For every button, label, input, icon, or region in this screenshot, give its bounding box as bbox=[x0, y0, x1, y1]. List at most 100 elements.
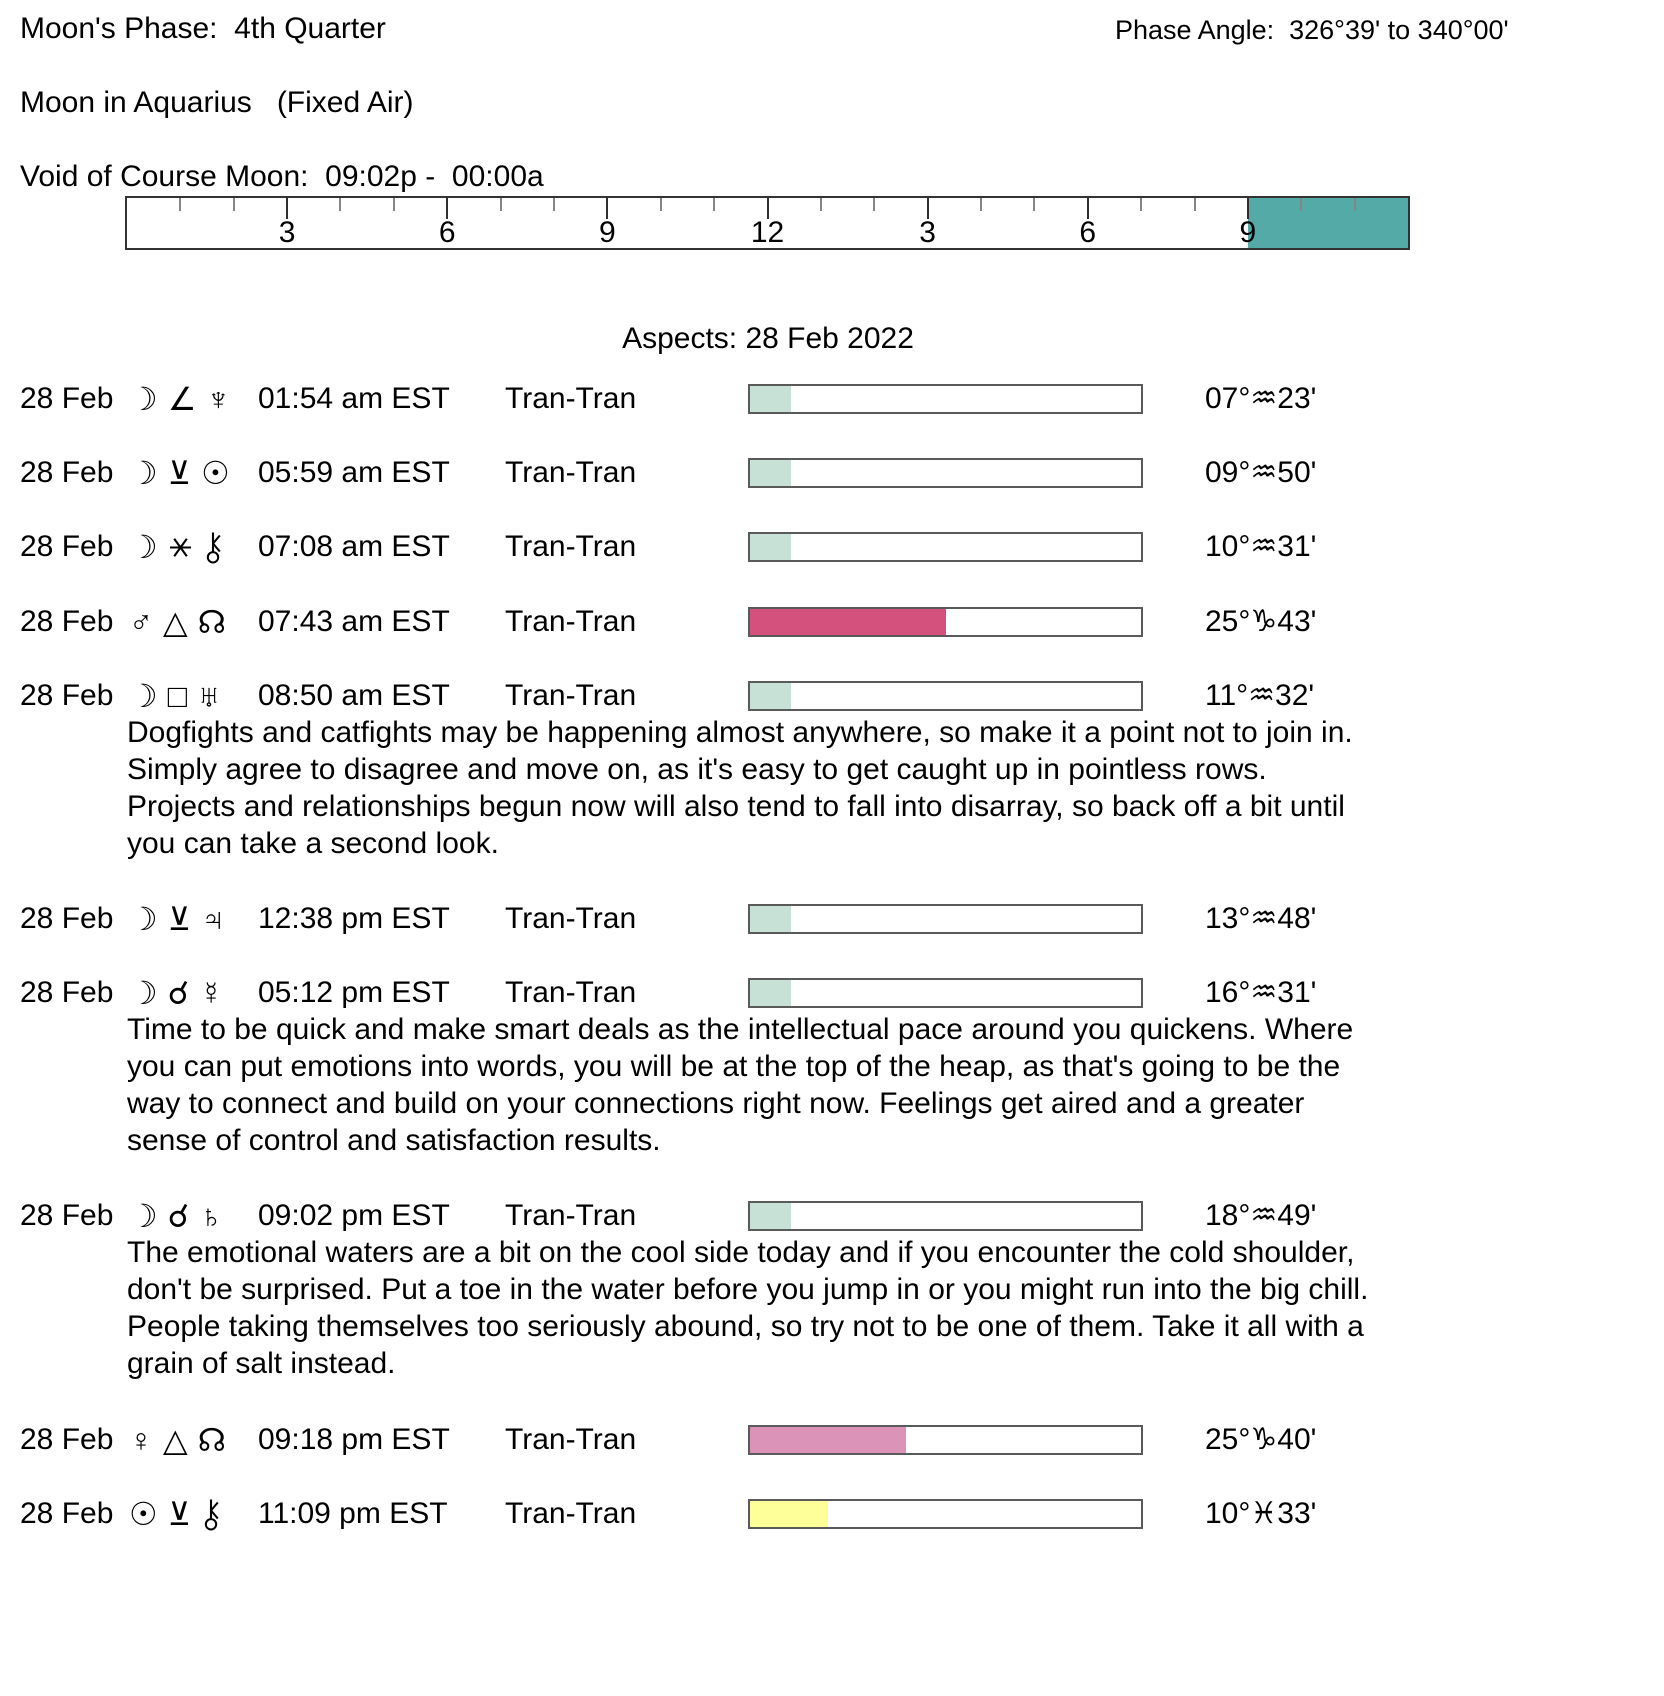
aspect-glyphs: ♂ △ ☊ bbox=[129, 600, 226, 644]
aspect-date: 28 Feb bbox=[20, 902, 114, 935]
phase-angle-line: Phase Angle: 326°39' to 340°00' bbox=[1115, 15, 1509, 45]
aspect-note-line: you can put emotions into words, you wil… bbox=[127, 1050, 1341, 1083]
aspects-title: Aspects: 28 Feb 2022 bbox=[622, 322, 914, 355]
aspect-type: Tran-Tran bbox=[505, 1199, 637, 1232]
ruler-tick-minor bbox=[659, 198, 662, 211]
aspect-position: 10°♓33' bbox=[1205, 1497, 1317, 1530]
aspect-time: 07:43 am EST bbox=[258, 605, 450, 638]
aspect-type: Tran-Tran bbox=[505, 902, 637, 935]
aspect-time: 01:54 am EST bbox=[258, 382, 450, 415]
aspect-time: 11:09 pm EST bbox=[258, 1497, 448, 1530]
orb-bar bbox=[748, 681, 1143, 711]
orb-bar bbox=[748, 1201, 1143, 1231]
ruler-tick-minor bbox=[713, 198, 716, 211]
ruler-hour-label: 12 bbox=[750, 216, 785, 249]
aspect-time: 09:02 pm EST bbox=[258, 1199, 450, 1232]
aspect-note-line: you can take a second look. bbox=[127, 827, 499, 860]
aspect-position: 18°♒49' bbox=[1205, 1199, 1317, 1232]
aspect-time: 05:12 pm EST bbox=[258, 976, 450, 1009]
moon-sign-line: Moon in Aquarius (Fixed Air) bbox=[20, 86, 414, 119]
orb-bar bbox=[748, 1499, 1143, 1529]
aspect-row: 28 Feb ♀ △ ☊ 09:18 pm EST Tran-Tran 25°♑40' bbox=[0, 1418, 1664, 1462]
orb-bar bbox=[748, 384, 1143, 414]
ruler-hour-label: 6 bbox=[438, 216, 456, 249]
orb-bar-fill bbox=[750, 683, 792, 709]
aspect-date: 28 Feb bbox=[20, 382, 114, 415]
trine-glyph: △ bbox=[163, 1422, 188, 1458]
aspect-date: 28 Feb bbox=[20, 605, 114, 638]
ruler-hour-label: 6 bbox=[1079, 216, 1097, 249]
moon-glyph: ☽ bbox=[129, 678, 158, 714]
orb-bar bbox=[748, 904, 1143, 934]
aspect-time: 12:38 pm EST bbox=[258, 902, 450, 935]
aspect-glyphs: ☉ ⊻ bbox=[129, 1492, 221, 1536]
semisextile-glyph: ⊻ bbox=[167, 1496, 192, 1532]
aspect-glyphs: ☽ bbox=[129, 525, 223, 569]
orb-bar-fill bbox=[750, 980, 792, 1006]
aspect-time: 05:59 am EST bbox=[258, 456, 450, 489]
ruler-tick-minor bbox=[1300, 198, 1303, 211]
moon-phase-line: Moon's Phase: 4th Quarter bbox=[20, 12, 386, 45]
ruler-hour-label: 9 bbox=[599, 216, 616, 249]
mars-glyph: ♂ bbox=[129, 604, 153, 640]
aspect-position: 10°♒31' bbox=[1205, 530, 1317, 563]
ruler-tick-minor bbox=[1353, 198, 1356, 211]
ruler-tick-minor bbox=[392, 198, 395, 211]
sextile-glyph bbox=[169, 537, 191, 557]
aspect-position: 13°♒48' bbox=[1205, 902, 1317, 935]
aspect-date: 28 Feb bbox=[20, 679, 114, 712]
void-of-course-line: Void of Course Moon: 09:02p - 00:00a bbox=[20, 160, 544, 193]
semisextile-glyph: ⊻ bbox=[167, 455, 192, 491]
ruler-tick-major bbox=[606, 198, 609, 219]
orb-bar-fill bbox=[750, 386, 792, 412]
aspect-note-line: Simply agree to disagree and move on, as… bbox=[127, 753, 1267, 786]
node-glyph: ☊ bbox=[197, 1422, 227, 1458]
aspect-date: 28 Feb bbox=[20, 976, 114, 1009]
aspect-note: Dogfights and catfights may be happening… bbox=[127, 714, 1527, 862]
aspect-row: 28 Feb ☽ □ ♅ 08:50 am EST Tran-Tran 11°♒32' bbox=[0, 674, 1664, 718]
ruler-tick-major bbox=[926, 198, 929, 219]
venus-glyph: ♀ bbox=[129, 1422, 153, 1458]
ruler-tick-major bbox=[1246, 198, 1249, 219]
aspect-date: 28 Feb bbox=[20, 1199, 114, 1232]
ruler-tick-minor bbox=[819, 198, 822, 211]
aspect-glyphs: ☽ ⊻ ☉ bbox=[129, 451, 230, 495]
aspect-note-line: Dogfights and catfights may be happening… bbox=[127, 716, 1353, 749]
saturn-glyph: ♄ bbox=[199, 1198, 224, 1234]
ruler-hour-label: 3 bbox=[278, 216, 296, 249]
aspect-row: 28 Feb ☽ ☌ ♄ 09:02 pm EST Tran-Tran 18°♒49' bbox=[0, 1194, 1664, 1238]
chiron-glyph bbox=[204, 1499, 219, 1530]
aspect-note-line: The emotional waters are a bit on the co… bbox=[127, 1236, 1355, 1269]
orb-bar-fill bbox=[750, 906, 792, 932]
aspect-type: Tran-Tran bbox=[505, 530, 637, 563]
uranus-glyph: ♅ bbox=[197, 678, 222, 714]
ruler-tick-major bbox=[446, 198, 449, 219]
node-glyph: ☊ bbox=[197, 604, 227, 640]
aspect-glyphs: ☽ ☌ ☿ bbox=[129, 971, 223, 1015]
aspect-glyphs: ☽ ☌ ♄ bbox=[129, 1194, 223, 1238]
ruler-tick-minor bbox=[499, 198, 502, 211]
orb-bar-fill bbox=[750, 609, 946, 635]
moon-glyph: ☽ bbox=[129, 975, 158, 1011]
ruler-tick-minor bbox=[179, 198, 182, 211]
aspect-position: 25°♑40' bbox=[1205, 1423, 1317, 1456]
orb-bar bbox=[748, 458, 1143, 488]
aspect-type: Tran-Tran bbox=[505, 976, 637, 1009]
ruler-tick-minor bbox=[873, 198, 876, 211]
aspect-position: 11°♒32' bbox=[1205, 679, 1315, 712]
trine-glyph: △ bbox=[163, 604, 188, 640]
aspect-type: Tran-Tran bbox=[505, 679, 637, 712]
conjunction-glyph: ☌ bbox=[167, 975, 190, 1011]
orb-bar-fill bbox=[750, 1501, 829, 1527]
semisquare-glyph: ∠ bbox=[167, 381, 197, 417]
aspect-note-line: Time to be quick and make smart deals as… bbox=[127, 1013, 1354, 1046]
mercury-glyph: ☿ bbox=[199, 975, 224, 1011]
aspect-row: 28 Feb ☽ 07:08 am EST Tran-Tran 10°♒31' bbox=[0, 525, 1664, 569]
aspect-row: 28 Feb ☽ ⊻ ♃ 12:38 pm EST Tran-Tran 13°♒48' bbox=[0, 897, 1664, 941]
ruler-tick-minor bbox=[1193, 198, 1196, 211]
orb-bar bbox=[748, 532, 1143, 562]
aspect-time: 08:50 am EST bbox=[258, 679, 450, 712]
orb-bar-fill bbox=[750, 534, 792, 560]
moon-glyph: ☽ bbox=[129, 455, 158, 491]
aspect-row: 28 Feb ☽ ☌ ☿ 05:12 pm EST Tran-Tran 16°♒31' bbox=[0, 971, 1664, 1015]
